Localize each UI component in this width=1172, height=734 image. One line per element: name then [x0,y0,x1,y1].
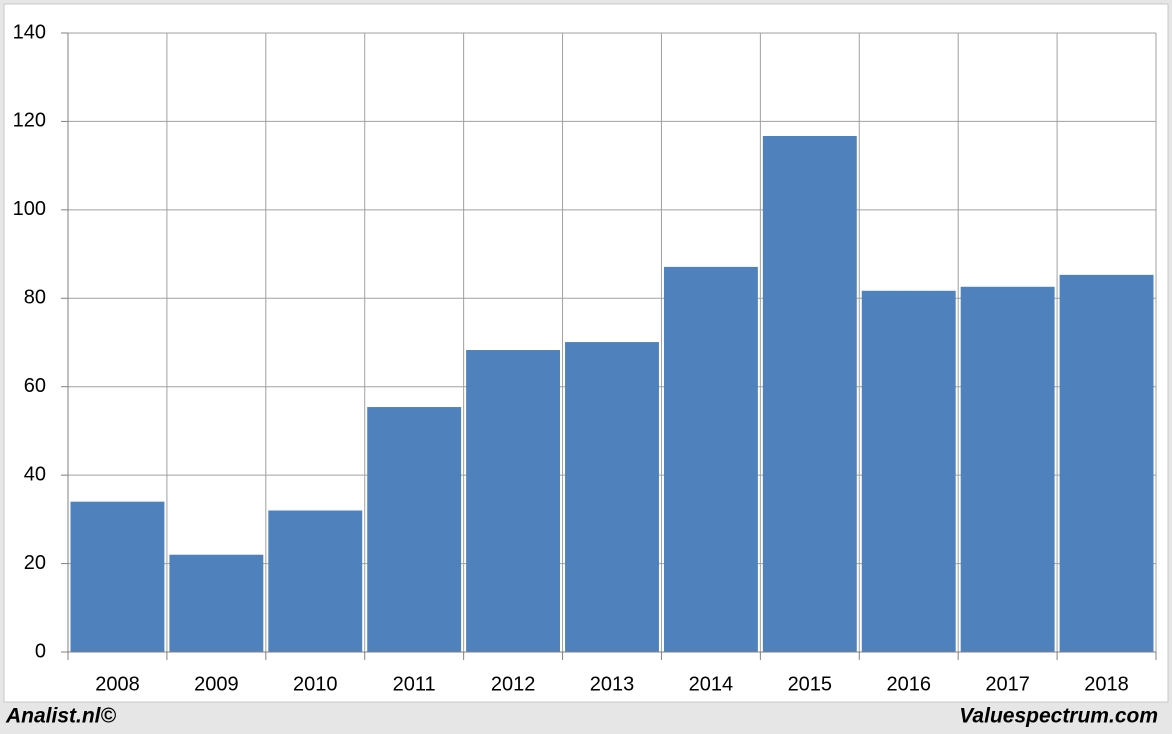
bar [169,554,264,652]
bar [565,342,659,652]
x-tick-label: 2016 [886,673,931,695]
y-tick-label: 100 [13,198,46,220]
y-tick-label: 120 [13,110,46,132]
bar [762,136,857,652]
y-tick-label: 60 [24,375,46,397]
bar [861,290,956,652]
y-tick-label: 20 [24,552,46,574]
x-tick-label: 2017 [985,673,1030,695]
x-tick-label: 2012 [491,673,536,695]
credit-right: Valuespectrum.com [959,705,1158,728]
bar [663,266,758,652]
x-tick-label: 2009 [194,673,239,695]
x-tick-label: 2018 [1084,673,1129,695]
y-tick-label: 80 [24,287,46,309]
y-tick-label: 0 [35,640,46,662]
y-tick-label: 40 [24,463,46,485]
x-tick-label: 2013 [590,673,635,695]
bar [367,407,462,652]
x-tick-label: 2008 [95,673,140,695]
x-tick-label: 2010 [293,673,338,695]
x-tick-label: 2014 [689,673,734,695]
bar [466,350,561,652]
bar [1059,274,1154,652]
y-tick-label: 140 [13,21,46,43]
x-tick-label: 2011 [393,673,436,695]
credit-left: Analist.nl© [5,705,117,728]
bar [268,510,363,652]
x-tick-label: 2015 [788,673,833,695]
bar [960,286,1055,652]
bar [70,501,165,652]
